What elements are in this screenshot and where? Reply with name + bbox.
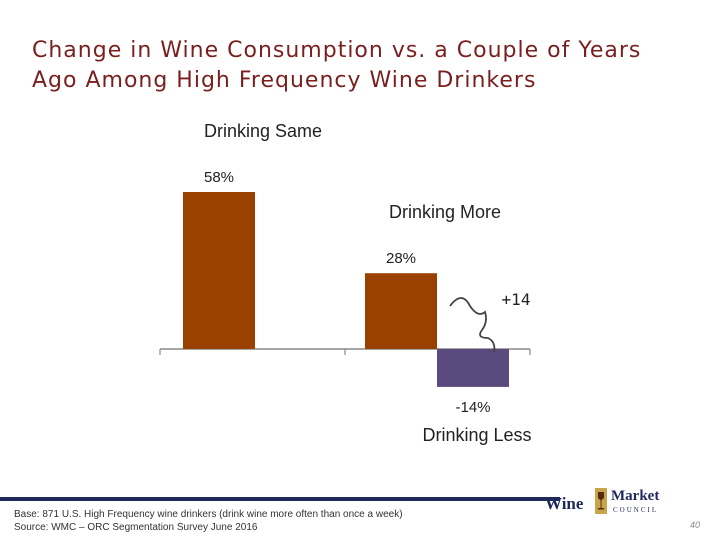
bar-2 xyxy=(437,349,509,387)
category-label-0: Drinking Same xyxy=(204,121,322,141)
value-label-1: 28% xyxy=(386,250,416,267)
footnote-source: Source: WMC – ORC Segmentation Survey Ju… xyxy=(14,522,258,533)
difference-annotation: +14 xyxy=(502,290,531,309)
category-label-1: Drinking More xyxy=(389,202,501,222)
footnote-base: Base: 871 U.S. High Frequency wine drink… xyxy=(14,509,403,520)
bar-1 xyxy=(365,273,437,349)
value-label-2: -14% xyxy=(455,399,490,416)
value-label-0: 58% xyxy=(204,169,234,186)
logo-market-text: Market xyxy=(611,488,660,504)
chart-title-line2: Ago Among High Frequency Wine Drinkers xyxy=(32,68,537,93)
page-number: 40 xyxy=(690,520,701,530)
logo-council-text: COUNCIL xyxy=(613,506,659,514)
bar-chart: Drinking Same 58% Drinking More 28% -14% Drin… xyxy=(159,121,532,445)
footer-divider xyxy=(0,497,560,501)
wine-glass-icon xyxy=(595,488,607,514)
footnote: Base: 871 U.S. High Frequency wine drink… xyxy=(14,508,403,534)
chart-title: Change in Wine Consumption vs. a Couple … xyxy=(32,36,702,96)
wine-market-council-logo: Wine Market COUNCIL xyxy=(545,488,665,518)
category-label-2: Drinking Less xyxy=(422,425,531,445)
logo-wine-text: Wine xyxy=(545,494,584,513)
bar-0 xyxy=(183,192,255,349)
chart-title-line1: Change in Wine Consumption vs. a Couple … xyxy=(32,38,642,63)
difference-brace xyxy=(449,297,496,353)
